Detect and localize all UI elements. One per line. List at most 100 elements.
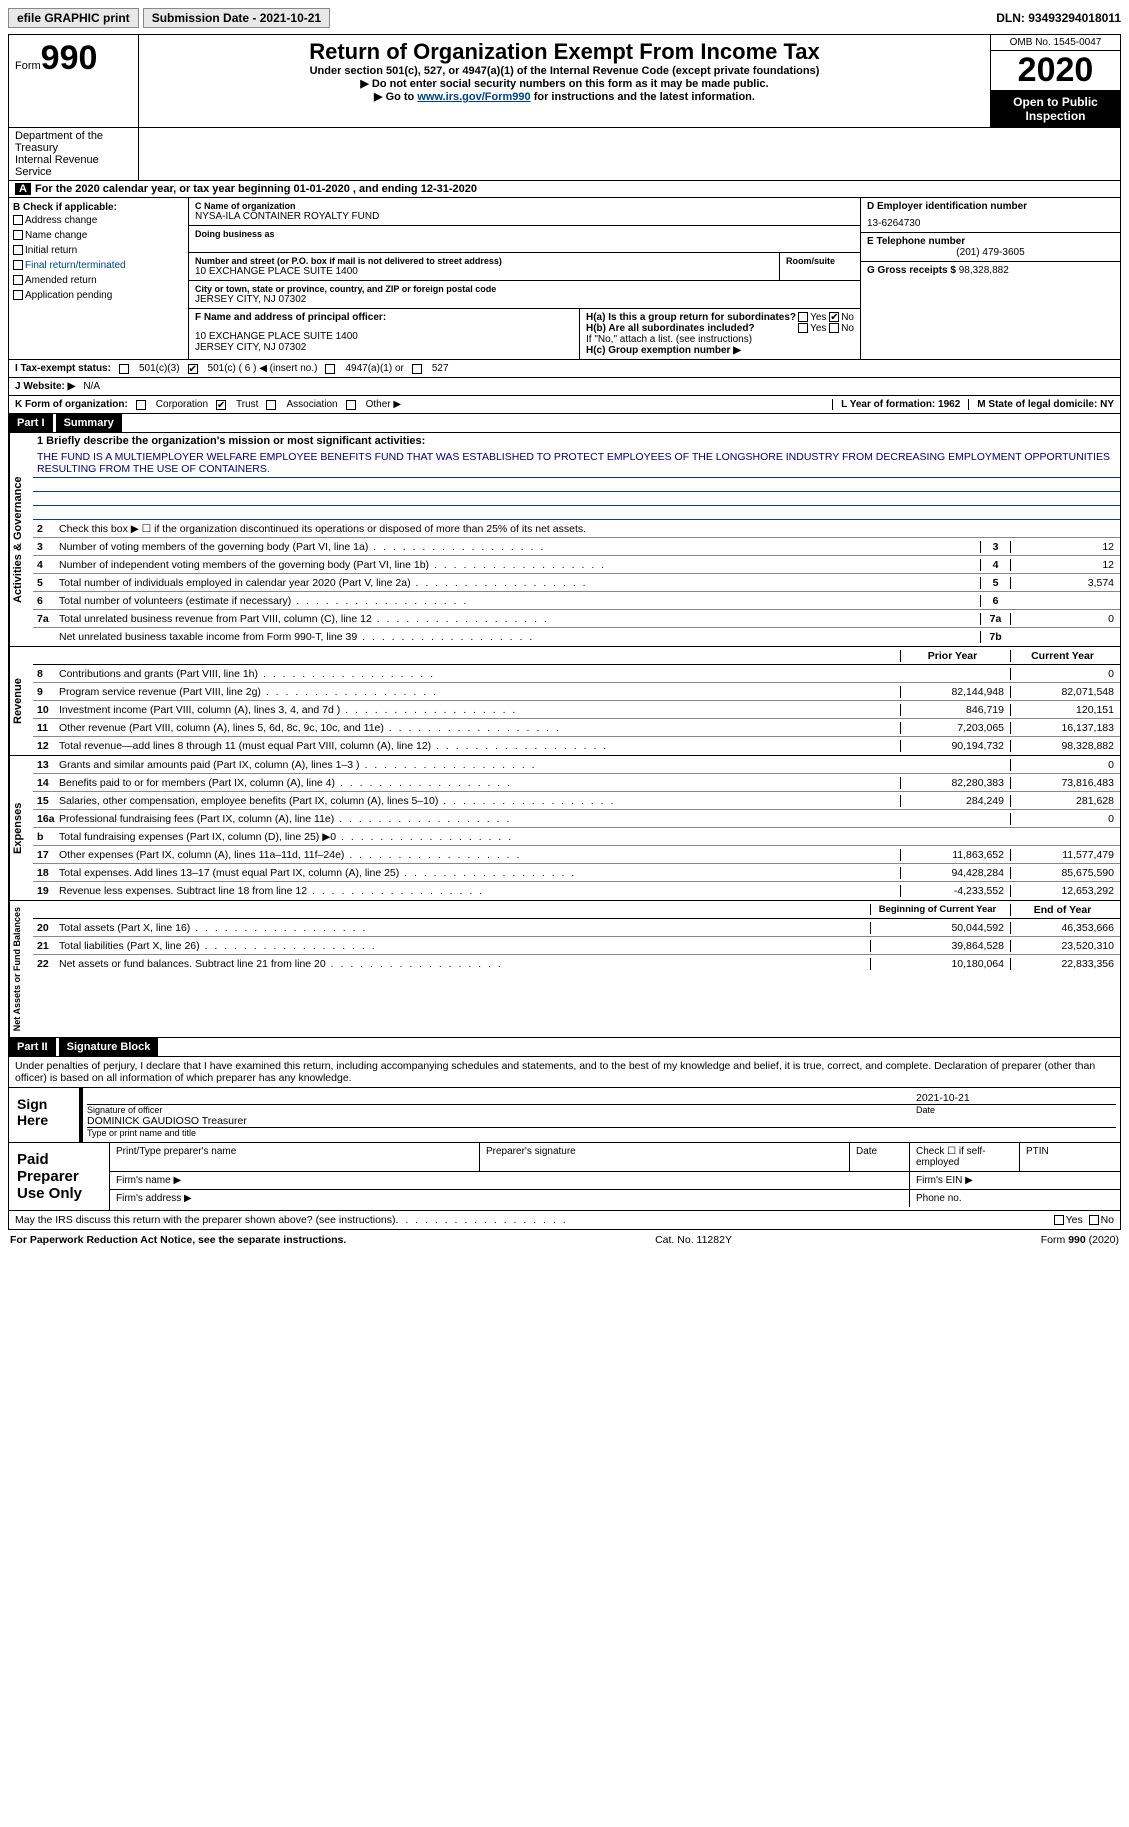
- firm-name-label: Firm's name ▶: [110, 1172, 910, 1189]
- footer-left: For Paperwork Reduction Act Notice, see …: [10, 1234, 346, 1246]
- discuss-yes-label: Yes: [1066, 1214, 1083, 1226]
- gov-line-5: 5Total number of individuals employed in…: [33, 574, 1120, 592]
- ein-label: D Employer identification number: [867, 201, 1114, 212]
- gov-line-3: 3Number of voting members of the governi…: [33, 538, 1120, 556]
- chk-501c[interactable]: [188, 364, 198, 374]
- dept-row: Department of the Treasury Internal Reve…: [8, 128, 1121, 181]
- instr-1-text: Do not enter social security numbers on …: [372, 78, 769, 90]
- signature-block: Under penalties of perjury, I declare th…: [8, 1057, 1121, 1230]
- chk-pending[interactable]: Application pending: [13, 288, 184, 303]
- chk-name[interactable]: Name change: [13, 228, 184, 243]
- rev-line-10: 10Investment income (Part VIII, column (…: [33, 701, 1120, 719]
- col-begin: Beginning of Current Year: [870, 904, 1010, 915]
- discuss-yes[interactable]: [1054, 1215, 1064, 1225]
- dln-value: 93493294018011: [1028, 11, 1121, 25]
- ein-value: 13-6264730: [867, 218, 1114, 229]
- col-prior: Prior Year: [900, 650, 1010, 662]
- mission-text: THE FUND IS A MULTIEMPLOYER WELFARE EMPL…: [33, 449, 1120, 478]
- phone-label: E Telephone number: [867, 236, 1114, 247]
- ptin-label: PTIN: [1020, 1143, 1120, 1171]
- instr-2-post: for instructions and the latest informat…: [531, 91, 755, 103]
- box-b: B Check if applicable: Address change Na…: [9, 198, 189, 359]
- chk-trust[interactable]: [216, 400, 226, 410]
- room-label: Room/suite: [786, 256, 854, 266]
- discuss-no[interactable]: [1089, 1215, 1099, 1225]
- chk-pending-label: Application pending: [25, 290, 112, 301]
- instr-2: ▶ Go to www.irs.gov/Form990 for instruct…: [143, 90, 986, 103]
- governance-lines: 1 Briefly describe the organization's mi…: [33, 433, 1120, 646]
- gov-line-6: 6Total number of volunteers (estimate if…: [33, 592, 1120, 610]
- h-a-yes: Yes: [810, 312, 826, 323]
- blank-1: [33, 478, 1120, 492]
- rev-line-12: 12Total revenue—add lines 8 through 11 (…: [33, 737, 1120, 755]
- discuss-text: May the IRS discuss this return with the…: [15, 1214, 396, 1226]
- netassets-block: Net Assets or Fund Balances Beginning of…: [8, 901, 1121, 1038]
- na-line-20: 20Total assets (Part X, line 16)50,044,5…: [33, 919, 1120, 937]
- footer-right: Form 990 (2020): [1041, 1234, 1119, 1246]
- chk-corp[interactable]: [136, 400, 146, 410]
- city-label: City or town, state or province, country…: [195, 284, 854, 294]
- chk-final[interactable]: Final return/terminated: [13, 258, 184, 273]
- period-a: A: [15, 183, 31, 195]
- exp-line-13: 13Grants and similar amounts paid (Part …: [33, 756, 1120, 774]
- opt-4947: 4947(a)(1) or: [345, 363, 403, 374]
- omb-number: OMB No. 1545-0047: [991, 35, 1120, 51]
- chk-501c3[interactable]: [119, 364, 129, 374]
- irs-link[interactable]: www.irs.gov/Form990: [417, 91, 530, 103]
- opt-501c: 501(c) ( 6 ) ◀ (insert no.): [208, 363, 318, 374]
- instr-2-pre: Go to: [386, 91, 418, 103]
- firm-ein-label: Firm's EIN ▶: [910, 1172, 1120, 1189]
- status-row: I Tax-exempt status: 501(c)(3) 501(c) ( …: [8, 360, 1121, 378]
- footer: For Paperwork Reduction Act Notice, see …: [8, 1230, 1121, 1250]
- vlabel-expenses: Expenses: [9, 756, 33, 900]
- chk-assoc[interactable]: [266, 400, 276, 410]
- sig-date-value: 2021-10-21: [916, 1092, 1116, 1104]
- rev-line-9: 9Program service revenue (Part VIII, lin…: [33, 683, 1120, 701]
- tax-year: 2020: [991, 51, 1120, 91]
- gross-value: 98,328,882: [959, 265, 1009, 276]
- vlabel-revenue: Revenue: [9, 647, 33, 755]
- chk-address-label: Address change: [25, 215, 97, 226]
- form-header: Form990 Return of Organization Exempt Fr…: [8, 34, 1121, 128]
- prep-date-label: Date: [850, 1143, 910, 1171]
- chk-527[interactable]: [412, 364, 422, 374]
- officer-addr1: 10 EXCHANGE PLACE SUITE 1400: [195, 331, 573, 342]
- blank-3: [33, 506, 1120, 520]
- state-domicile: M State of legal domicile: NY: [968, 399, 1114, 410]
- efile-button[interactable]: efile GRAPHIC print: [8, 8, 139, 28]
- chk-other[interactable]: [346, 400, 356, 410]
- governance-block: Activities & Governance 1 Briefly descri…: [8, 433, 1121, 647]
- chk-initial[interactable]: Initial return: [13, 243, 184, 258]
- org-k-label: K Form of organization:: [15, 399, 128, 410]
- addr-cell: Number and street (or P.O. box if mail i…: [189, 253, 860, 281]
- h-b-text: H(b) Are all subordinates included?: [586, 323, 755, 334]
- sig-date-label: Date: [916, 1105, 1116, 1115]
- expenses-block: Expenses 13Grants and similar amounts pa…: [8, 756, 1121, 901]
- org-name-label: C Name of organization: [195, 201, 854, 211]
- line-2-text: Check this box ▶ ☐ if the organization d…: [55, 521, 1120, 537]
- dba-label: Doing business as: [195, 229, 854, 239]
- city-cell: City or town, state or province, country…: [189, 281, 860, 309]
- chk-amended[interactable]: Amended return: [13, 273, 184, 288]
- chk-4947[interactable]: [325, 364, 335, 374]
- chk-address[interactable]: Address change: [13, 213, 184, 228]
- vlabel-governance: Activities & Governance: [9, 433, 33, 646]
- blank-2: [33, 492, 1120, 506]
- dln: DLN: 93493294018011: [996, 11, 1121, 25]
- part-2-title: Signature Block: [59, 1038, 159, 1056]
- mission-label: 1 Briefly describe the organization's mi…: [33, 433, 1120, 449]
- dln-label: DLN:: [996, 11, 1028, 25]
- officer-addr2: JERSEY CITY, NJ 07302: [195, 342, 573, 353]
- part-1-title: Summary: [56, 414, 122, 432]
- h-a: H(a) Is this a group return for subordin…: [586, 312, 854, 323]
- year-formation: L Year of formation: 1962: [832, 399, 960, 410]
- prep-name-label: Print/Type preparer's name: [110, 1143, 480, 1171]
- box-c: C Name of organization NYSA-ILA CONTAINE…: [189, 198, 860, 359]
- part-1-label: Part I: [9, 414, 53, 432]
- h-b-note: If "No," attach a list. (see instruction…: [586, 334, 854, 345]
- chk-final-label: Final return/terminated: [25, 260, 126, 271]
- main-title: Return of Organization Exempt From Incom…: [143, 39, 986, 65]
- discuss-no-label: No: [1101, 1214, 1114, 1226]
- declaration: Under penalties of perjury, I declare th…: [9, 1057, 1120, 1087]
- opt-527: 527: [432, 363, 449, 374]
